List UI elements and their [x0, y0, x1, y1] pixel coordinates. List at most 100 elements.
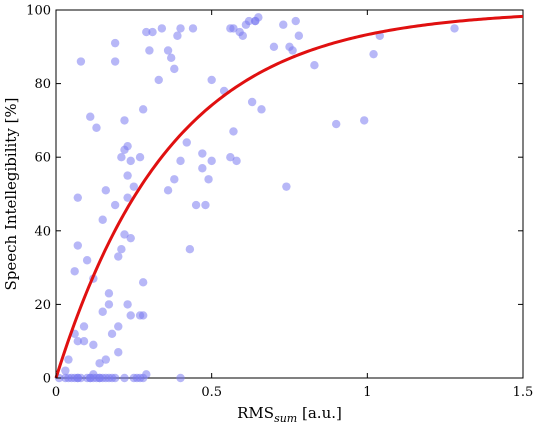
y-tick-label: 0 — [43, 372, 51, 387]
data-point — [73, 193, 82, 202]
y-tick-label: 100 — [26, 4, 51, 19]
data-point — [138, 105, 148, 114]
data-point — [176, 156, 185, 166]
data-point — [126, 156, 135, 166]
data-point — [98, 215, 107, 224]
data-point — [229, 127, 238, 136]
data-point — [176, 373, 185, 383]
data-point — [157, 24, 167, 33]
data-point — [101, 186, 111, 195]
x-axis-label-subscript: sum — [274, 412, 297, 425]
data-point — [123, 171, 132, 180]
y-tick-label: 20 — [34, 298, 51, 313]
data-point — [204, 175, 213, 184]
data-point — [142, 27, 151, 37]
data-point — [251, 16, 260, 26]
data-point — [89, 370, 98, 379]
x-tick-label: 1 — [363, 385, 371, 400]
data-point — [369, 49, 378, 59]
fit-curve — [54, 14, 524, 379]
x-tick-label: 0.5 — [201, 385, 222, 400]
data-point — [110, 38, 120, 48]
data-point — [64, 355, 73, 364]
data-point — [117, 245, 126, 254]
data-point — [92, 123, 101, 132]
data-point — [450, 24, 459, 33]
y-tick-label: 40 — [34, 224, 51, 239]
data-point — [198, 149, 207, 158]
y-axis-label: Speech Intellegibility [%] — [2, 97, 20, 290]
data-point — [232, 156, 241, 166]
data-point — [182, 138, 191, 147]
data-point — [188, 24, 198, 33]
data-point — [241, 20, 251, 29]
data-point — [101, 355, 111, 364]
data-point — [360, 116, 369, 125]
data-point — [114, 348, 123, 357]
scatter-points — [54, 13, 459, 383]
data-point — [76, 57, 86, 66]
data-point — [73, 241, 82, 250]
data-point — [291, 16, 300, 26]
data-point — [163, 186, 173, 195]
data-point — [138, 278, 148, 287]
data-point — [120, 116, 129, 125]
data-point — [166, 53, 176, 63]
data-point — [126, 233, 135, 243]
data-point — [117, 153, 126, 162]
data-point — [269, 42, 279, 51]
data-point — [70, 267, 79, 276]
plot-frame — [55, 9, 524, 379]
data-point — [285, 42, 294, 51]
x-tick-label: 0 — [52, 385, 60, 400]
data-point — [170, 175, 179, 184]
data-point — [257, 105, 266, 114]
data-point — [282, 182, 291, 191]
data-point — [226, 153, 235, 162]
plot-area — [54, 9, 524, 383]
data-point — [229, 24, 238, 33]
data-point — [310, 60, 319, 70]
data-point — [114, 322, 123, 331]
data-point — [123, 193, 132, 202]
data-point — [154, 75, 163, 85]
data-point — [126, 311, 135, 320]
data-point — [247, 97, 257, 107]
data-point — [104, 289, 114, 298]
data-point — [148, 27, 157, 37]
data-point — [79, 322, 89, 331]
x-axis-label-unit: [a.u.] — [297, 404, 342, 422]
data-point — [82, 256, 92, 265]
data-point — [207, 75, 216, 85]
data-point — [73, 373, 82, 383]
data-point — [207, 156, 216, 166]
data-point — [135, 153, 145, 162]
data-point — [132, 373, 142, 383]
data-point — [191, 200, 201, 210]
data-point — [198, 164, 207, 173]
data-point — [95, 359, 104, 368]
data-point — [86, 112, 95, 121]
data-point — [294, 31, 304, 40]
data-point — [173, 31, 182, 40]
data-point — [73, 337, 82, 346]
data-point — [101, 373, 111, 383]
data-point — [95, 373, 104, 383]
y-tick-label: 60 — [34, 151, 51, 166]
data-point — [332, 119, 341, 129]
data-point — [110, 200, 120, 210]
y-tick-label: 80 — [34, 77, 51, 92]
x-axis-label: RMSsum [a.u.] — [237, 404, 342, 425]
data-point — [123, 300, 132, 309]
data-point — [138, 311, 148, 320]
data-point — [185, 245, 195, 254]
data-point — [123, 141, 132, 151]
data-point — [163, 46, 173, 55]
data-point — [170, 64, 179, 74]
data-point — [61, 366, 70, 375]
data-point — [89, 340, 98, 350]
x-axis: 0 0.5 1 1.5 — [52, 10, 533, 400]
x-tick-label: 1.5 — [513, 385, 534, 400]
data-point — [235, 27, 244, 37]
